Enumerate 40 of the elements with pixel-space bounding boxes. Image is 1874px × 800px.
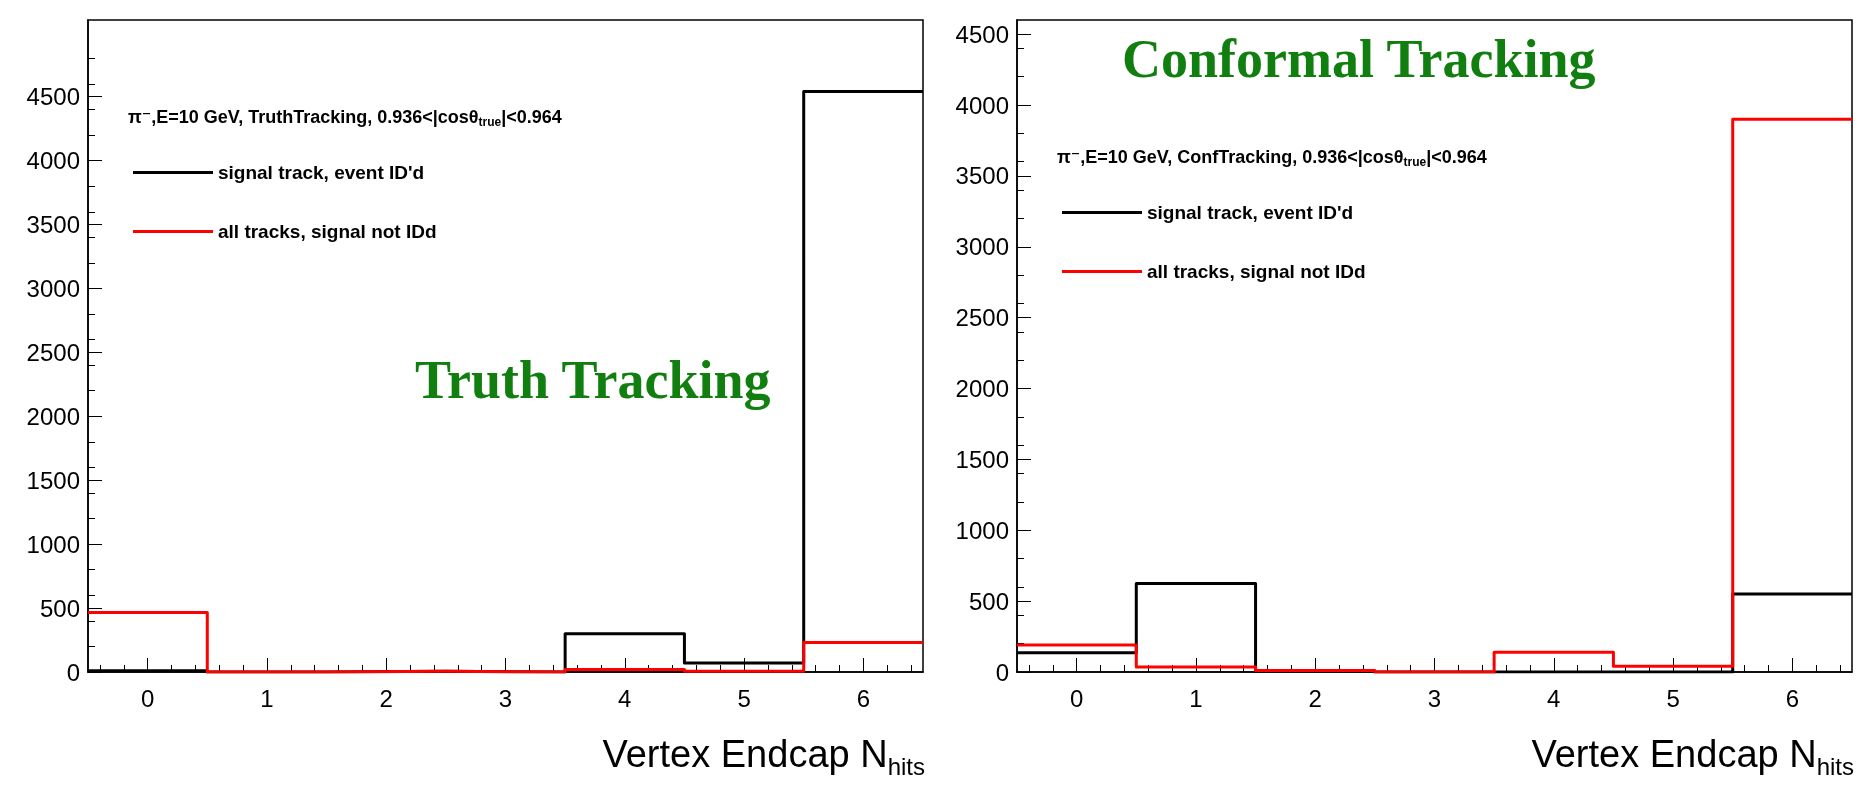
legend-label: all tracks, signal not IDd <box>218 221 437 242</box>
x-tick-label: 4 <box>618 684 632 712</box>
y-tick-label: 2500 <box>955 304 1009 332</box>
annotation: Truth Tracking <box>415 349 771 410</box>
x-tick-label: 6 <box>856 684 871 712</box>
x-tick-label: 3 <box>1427 684 1442 712</box>
legend-label: signal track, event ID'd <box>218 162 425 183</box>
y-tick-label: 4000 <box>26 147 80 175</box>
y-tick-label: 1000 <box>955 516 1009 544</box>
x-tick-label: 6 <box>1785 684 1800 712</box>
x-tick-label: 3 <box>498 684 513 712</box>
y-tick-label: 0 <box>66 658 80 686</box>
x-tick-label: 5 <box>1666 684 1680 712</box>
y-tick-label: 2500 <box>26 338 80 366</box>
y-tick-label: 4500 <box>955 20 1009 48</box>
x-tick-label: 1 <box>1189 684 1203 712</box>
y-tick-label: 3000 <box>955 233 1009 261</box>
x-tick-label: 0 <box>1069 684 1084 712</box>
x-tick-label: 2 <box>1308 684 1322 712</box>
y-tick-label: 2000 <box>955 375 1009 403</box>
x-tick-label: 5 <box>737 684 751 712</box>
y-tick-label: 2000 <box>26 402 80 430</box>
x-tick-label: 0 <box>140 684 155 712</box>
legend-label: all tracks, signal not IDd <box>1147 261 1366 282</box>
x-tick-label: 4 <box>1547 684 1561 712</box>
y-tick-label: 1500 <box>955 445 1009 473</box>
x-tick-label: 1 <box>260 684 274 712</box>
y-tick-label: 3500 <box>26 211 80 239</box>
y-tick-label: 3000 <box>26 274 80 302</box>
y-tick-label: 4500 <box>26 83 80 111</box>
y-tick-label: 500 <box>968 587 1009 615</box>
annotation: Conformal Tracking <box>1122 28 1596 89</box>
x-tick-label: 2 <box>379 684 393 712</box>
y-tick-label: 1000 <box>26 530 80 558</box>
y-tick-label: 1500 <box>26 466 80 494</box>
y-tick-label: 500 <box>39 594 80 622</box>
y-tick-label: 4000 <box>955 91 1009 119</box>
legend-label: signal track, event ID'd <box>1147 202 1354 223</box>
y-tick-label: 0 <box>995 658 1009 686</box>
y-tick-label: 3500 <box>955 162 1009 190</box>
